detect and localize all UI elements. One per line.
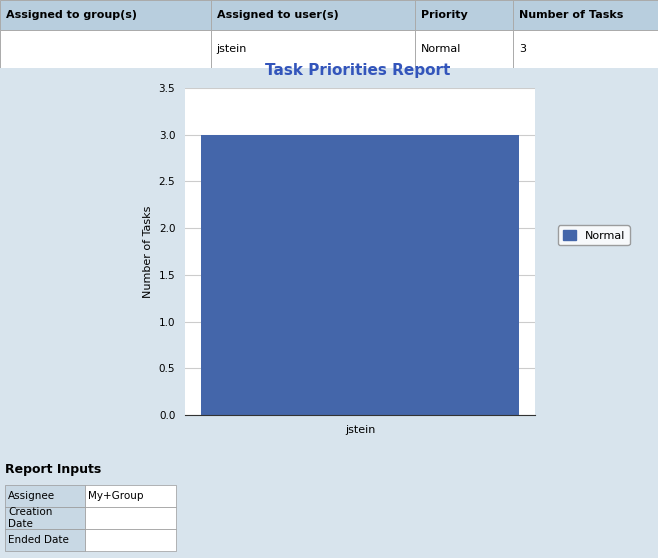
Text: Creation
Date: Creation Date <box>8 507 53 529</box>
Text: Assigned to group(s): Assigned to group(s) <box>6 10 137 20</box>
Text: Report Inputs: Report Inputs <box>5 463 101 476</box>
Text: My+Group: My+Group <box>88 491 144 501</box>
Bar <box>86 507 176 529</box>
Text: Assignee: Assignee <box>8 491 55 501</box>
Text: Normal: Normal <box>420 44 461 54</box>
Text: Priority: Priority <box>420 10 467 20</box>
Bar <box>5 507 86 529</box>
Text: Number of Tasks: Number of Tasks <box>519 10 624 20</box>
Y-axis label: Number of Tasks: Number of Tasks <box>143 205 153 297</box>
Bar <box>0 30 658 68</box>
Bar <box>5 529 86 551</box>
Bar <box>86 485 176 507</box>
Bar <box>201 134 519 415</box>
Text: Assigned to user(s): Assigned to user(s) <box>216 10 338 20</box>
Legend: Normal: Normal <box>558 225 630 245</box>
Text: Task Priorities Report: Task Priorities Report <box>265 62 450 78</box>
Text: Ended Date: Ended Date <box>8 535 69 545</box>
Bar <box>0 0 658 30</box>
Bar <box>86 529 176 551</box>
Text: 3: 3 <box>519 44 526 54</box>
Text: jstein: jstein <box>216 44 247 54</box>
Bar <box>5 485 86 507</box>
